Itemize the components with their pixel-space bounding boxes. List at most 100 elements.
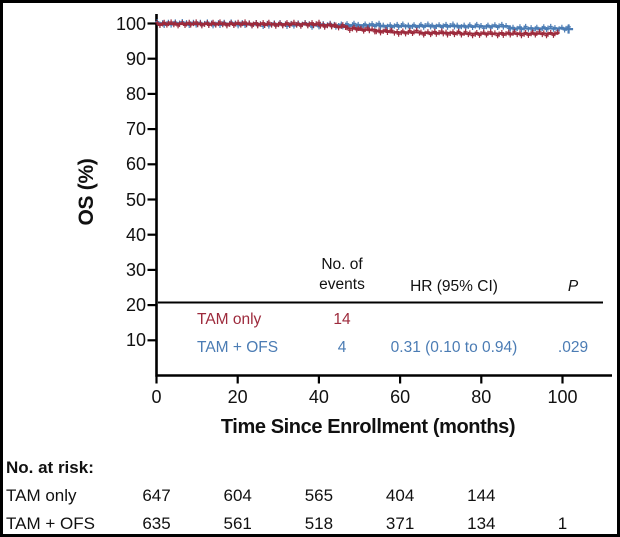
censor-mark xyxy=(336,25,341,31)
censor-mark xyxy=(400,21,405,27)
at-risk-count: 144 xyxy=(467,486,496,505)
censor-mark xyxy=(383,27,388,33)
censor-mark xyxy=(345,25,350,31)
censor-mark xyxy=(347,27,352,33)
at-risk-count: 565 xyxy=(304,486,334,505)
censor-mark xyxy=(529,25,534,31)
at-risk-count: 561 xyxy=(223,514,252,533)
at-risk-title: No. at risk: xyxy=(6,458,94,477)
censor-mark xyxy=(459,32,464,38)
censor-mark xyxy=(202,21,207,27)
censor-mark xyxy=(392,23,397,29)
censor-mark xyxy=(351,24,356,30)
curve-tam-only xyxy=(155,19,560,39)
censor-mark xyxy=(492,30,497,36)
censor-mark xyxy=(236,19,241,25)
events-column-header: No. of events xyxy=(319,256,365,293)
censor-mark xyxy=(441,31,446,37)
censor-mark xyxy=(173,20,178,26)
censor-mark xyxy=(291,19,296,25)
x-tick-label: 100 xyxy=(547,387,578,407)
censor-mark xyxy=(395,28,400,35)
censor-mark xyxy=(545,31,550,37)
censor-mark xyxy=(512,29,517,35)
censor-mark xyxy=(455,22,460,28)
censor-mark xyxy=(552,31,557,37)
censor-mark xyxy=(526,32,531,38)
censor-mark xyxy=(261,20,266,26)
censor-mark xyxy=(169,19,174,25)
at-risk-count: 635 xyxy=(142,514,171,533)
censor-mark xyxy=(278,20,283,26)
censor-mark xyxy=(462,22,467,28)
censor-mark xyxy=(418,21,423,28)
censor-mark xyxy=(508,26,513,32)
censor-mark xyxy=(157,22,162,28)
censor-mark xyxy=(166,20,171,27)
censor-mark xyxy=(269,22,274,28)
censor-mark xyxy=(437,30,442,36)
censor-mark xyxy=(233,21,238,27)
censor-mark xyxy=(403,31,408,37)
censor-mark xyxy=(229,20,234,26)
censor-mark xyxy=(439,28,444,34)
censor-mark xyxy=(280,23,285,29)
censor-mark xyxy=(392,30,397,36)
censor-mark xyxy=(537,29,542,35)
y-tick-label: 40 xyxy=(125,224,146,245)
censor-mark xyxy=(425,21,430,27)
censor-mark xyxy=(557,26,562,32)
censor-mark xyxy=(374,29,379,35)
censor-mark xyxy=(488,29,493,35)
censor-mark xyxy=(377,20,382,26)
censor-mark xyxy=(432,28,437,35)
censor-mark xyxy=(412,22,417,28)
censor-mark xyxy=(515,25,520,32)
censor-mark xyxy=(262,22,267,28)
censor-mark xyxy=(211,19,216,25)
censor-mark xyxy=(377,27,382,33)
censor-mark xyxy=(184,21,189,27)
censor-mark xyxy=(217,19,222,25)
censor-mark xyxy=(467,22,472,28)
censor-mark xyxy=(198,20,203,26)
censor-mark xyxy=(254,20,259,26)
x-tick-label: 80 xyxy=(471,387,492,407)
censor-mark xyxy=(519,26,524,33)
censor-mark xyxy=(400,28,405,34)
censor-mark xyxy=(162,19,167,25)
censor-mark xyxy=(523,29,528,36)
censor-mark xyxy=(180,20,185,26)
censor-mark xyxy=(385,23,390,29)
censor-mark xyxy=(437,22,442,28)
censor-mark xyxy=(155,20,160,26)
censor-mark xyxy=(381,22,386,28)
censor-mark xyxy=(418,29,423,35)
censor-mark xyxy=(555,29,560,35)
censor-mark xyxy=(463,29,468,35)
censor-mark xyxy=(322,24,327,30)
censor-mark xyxy=(506,29,511,35)
censor-mark xyxy=(541,30,546,36)
censor-mark xyxy=(329,24,334,30)
hr-value-tam-ofs: 0.31 (0.10 to 0.94) xyxy=(390,339,518,356)
x-tick-label: 0 xyxy=(151,387,162,407)
censor-mark xyxy=(311,22,316,28)
censor-mark xyxy=(474,29,479,36)
censor-mark xyxy=(195,22,200,28)
censor-mark xyxy=(430,22,435,28)
censor-mark xyxy=(243,19,248,25)
censor-mark xyxy=(497,23,502,29)
censor-mark xyxy=(251,21,256,27)
censor-mark xyxy=(316,19,321,25)
censor-mark xyxy=(412,29,417,35)
censor-mark xyxy=(548,23,553,30)
censor-mark xyxy=(526,26,531,32)
censor-mark xyxy=(501,24,506,30)
censor-mark xyxy=(296,20,301,27)
censor-mark xyxy=(310,20,315,26)
y-tick-label: 90 xyxy=(125,48,146,69)
censor-mark xyxy=(456,28,461,35)
censor-mark xyxy=(423,30,428,36)
censor-mark xyxy=(479,31,484,37)
